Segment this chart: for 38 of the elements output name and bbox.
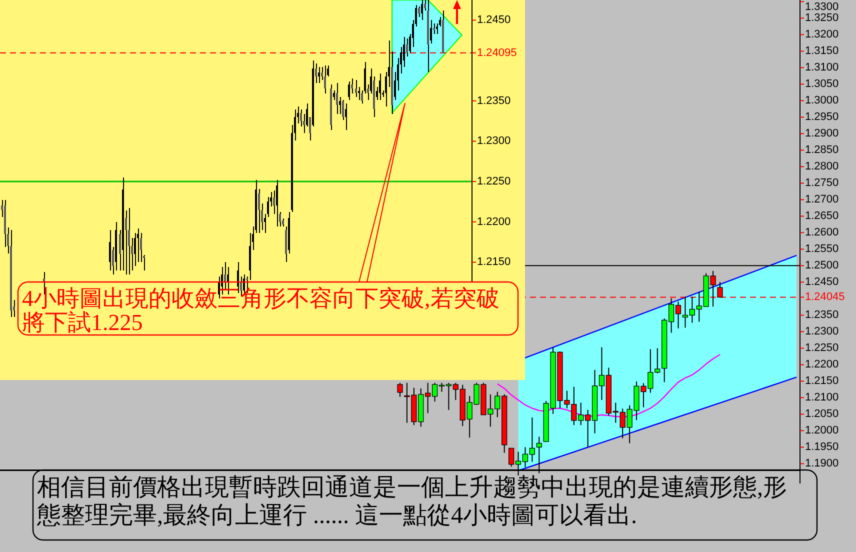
y-tick-label: 1.2450	[805, 276, 839, 288]
y-tick-label: 1.2550	[805, 243, 839, 256]
y-tick-label: 1.3000	[805, 94, 839, 107]
y-tick-label: 1.3300	[805, 1, 839, 13]
y-tick-label: 1.3200	[805, 28, 839, 41]
y-tick-label: 1.2350	[805, 309, 839, 322]
y-tick-label: 1.2850	[805, 144, 839, 156]
y-tick-label: 1.2350	[477, 94, 511, 107]
y-tick-label: 1.1950	[805, 441, 839, 454]
y-tick-label: 1.2050	[805, 408, 839, 420]
y-tick-label: 1.2150	[805, 375, 839, 388]
y-tick-label: 1.2950	[805, 111, 839, 124]
annotation: 相信目前價格出現暫時跌回通道是一個上升趨勢中出現的是連續形態,形態整理完畢,最終向上運行 ...... 這一點從4小時圖可以看出.	[36, 475, 787, 529]
y-tick-label: 1.2800	[805, 160, 839, 173]
ref-line-label: 1.24045	[805, 291, 845, 304]
y-tick-label: 1.2200	[805, 358, 839, 371]
y-tick-label: 1.2100	[805, 392, 839, 404]
y-tick-label: 1.2700	[805, 194, 839, 206]
y-tick-label: 1.2300	[805, 326, 839, 338]
y-tick-label: 1.2600	[805, 226, 839, 239]
y-tick-label: 1.2200	[477, 216, 511, 228]
y-tick-label: 1.1900	[805, 458, 839, 470]
y-tick-label: 1.2450	[477, 14, 511, 26]
y-tick-label: 1.2300	[477, 135, 511, 148]
annotation: 4小時圖出現的收斂三角形不容向下突破,若突破將下試1.225	[22, 286, 500, 335]
y-tick-label: 1.2250	[477, 176, 511, 188]
y-tick-label: 1.2750	[805, 177, 839, 190]
ref-line-label: 1.2500	[805, 260, 839, 272]
y-tick-label: 1.3250	[805, 12, 839, 24]
y-tick-label: 1.3150	[805, 45, 839, 58]
y-tick-label: 1.2150	[477, 256, 511, 268]
y-tick-label: 1.2650	[805, 210, 839, 222]
y-tick-label: 1.2000	[805, 424, 839, 437]
ref-line-label: 1.24095	[477, 46, 517, 59]
y-tick-label: 1.3100	[805, 62, 839, 74]
y-tick-label: 1.2250	[805, 342, 839, 354]
y-tick-label: 1.2900	[805, 128, 839, 140]
y-tick-label: 1.3050	[805, 78, 839, 90]
